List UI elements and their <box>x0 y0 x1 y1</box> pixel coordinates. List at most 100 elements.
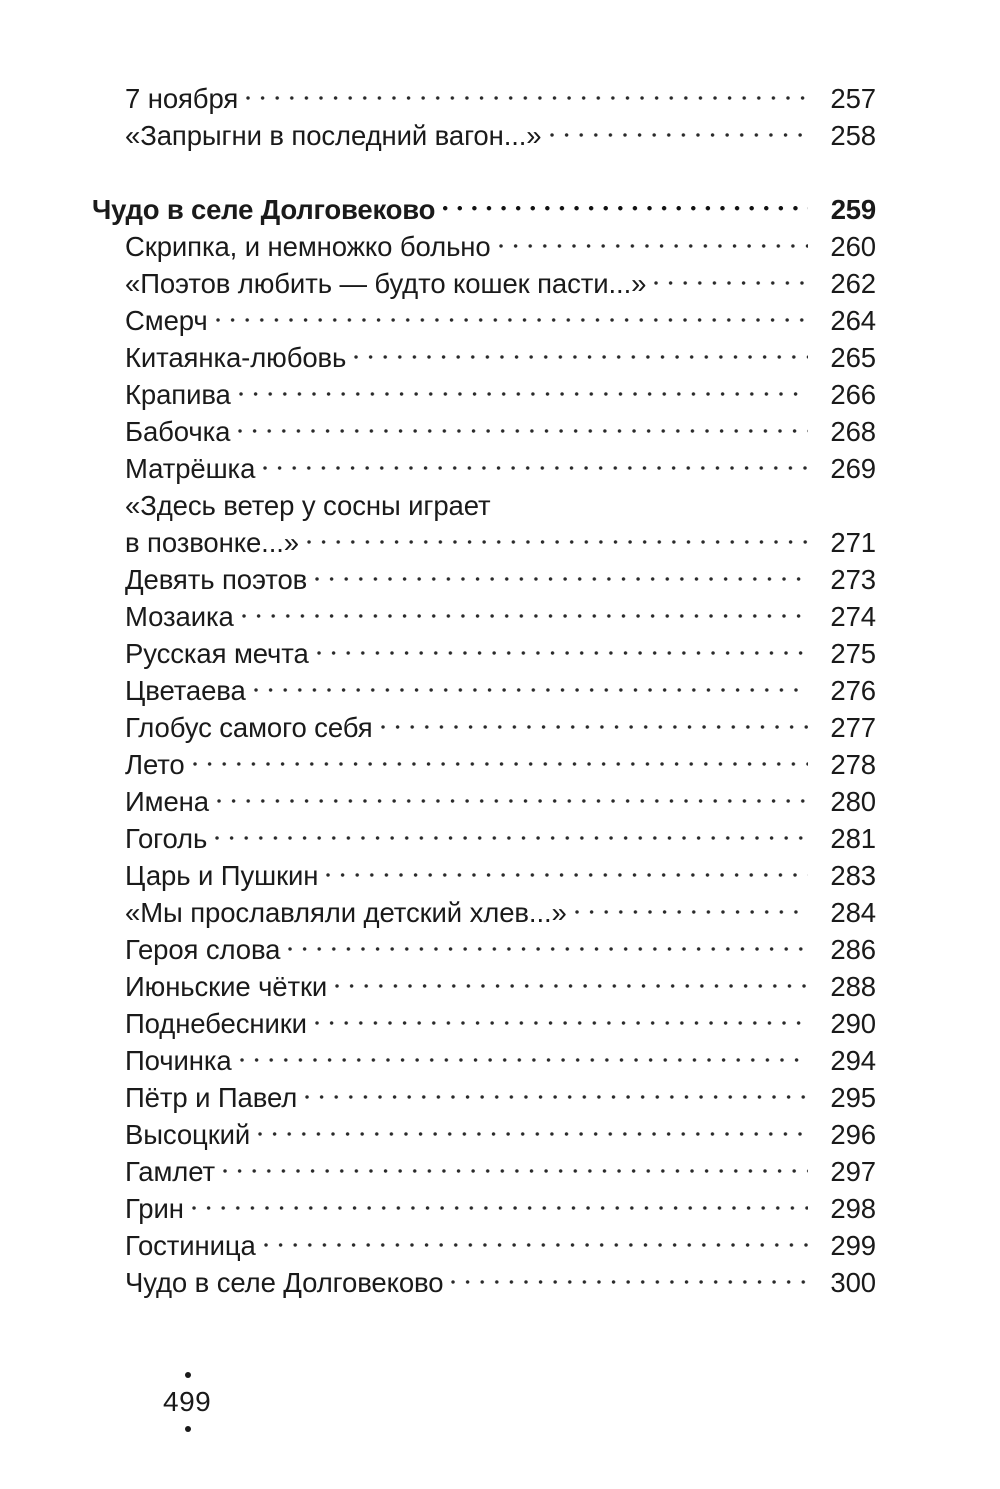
toc-entry-page-number: 300 <box>830 1267 876 1298</box>
toc-entry[interactable]: Высоцкий 296 <box>92 1116 876 1153</box>
dot-leader <box>253 673 808 701</box>
toc-entry-title: Китаянка-любовь <box>125 342 347 373</box>
toc-entry-page-number: 278 <box>830 749 876 780</box>
toc-entry[interactable]: Царь и Пушкин 283 <box>92 857 876 894</box>
dot-leader <box>380 710 808 738</box>
table-of-contents: 7 ноября 257 «Запрыгни в последний вагон..… <box>92 80 876 1301</box>
toc-entry[interactable]: Бабочка 268 <box>92 413 876 450</box>
toc-entry-page-number: 280 <box>830 786 876 817</box>
toc-entry[interactable]: Смерч 264 <box>92 302 876 339</box>
folio-page-number: 499 <box>163 1386 212 1417</box>
folio-ornament-dot-top <box>185 1372 191 1378</box>
toc-entry-title: Мозаика <box>125 601 234 632</box>
toc-entry[interactable]: Девять поэтов 273 <box>92 561 876 598</box>
toc-entry-title: Грин <box>125 1193 184 1224</box>
toc-entry-page-number: 275 <box>830 638 876 669</box>
toc-entry[interactable]: Матрёшка 269 <box>92 450 876 487</box>
toc-entry[interactable]: Июньские чётки 288 <box>92 968 876 1005</box>
toc-entry-title: «Запрыгни в последний вагон...» <box>125 120 542 151</box>
toc-section-heading[interactable]: Чудо в селе Долговеково 259 <box>92 191 876 228</box>
dot-leader <box>443 192 808 220</box>
toc-entry-page-number: 262 <box>830 268 876 299</box>
dot-leader <box>451 1265 808 1293</box>
toc-entry-page-number: 283 <box>830 860 876 891</box>
toc-entry[interactable]: Китаянка-любовь 265 <box>92 339 876 376</box>
dot-leader <box>241 599 808 627</box>
toc-entry-title: Июньские чётки <box>125 971 328 1002</box>
toc-entry-title: «Здесь ветер у сосны играет <box>125 490 491 521</box>
toc-entry-title: Пётр и Павел <box>125 1082 298 1113</box>
dot-leader <box>238 377 808 405</box>
toc-entry-page-number: 290 <box>830 1008 876 1039</box>
toc-entry-title: Матрёшка <box>125 453 256 484</box>
toc-entry[interactable]: «Мы прославляли детский хлев...» 284 <box>92 894 876 931</box>
toc-entry-title: Русская мечта <box>125 638 309 669</box>
toc-entry-title: Высоцкий <box>125 1119 251 1150</box>
toc-entry[interactable]: Грин 298 <box>92 1190 876 1227</box>
toc-entry-page-number: 265 <box>830 342 876 373</box>
toc-entry-page-number: 264 <box>830 305 876 336</box>
toc-entry-page-number: 284 <box>830 897 876 928</box>
toc-entry[interactable]: Цветаева 276 <box>92 672 876 709</box>
toc-entry[interactable]: Гоголь 281 <box>92 820 876 857</box>
toc-section-title: Чудо в селе Долговеково <box>92 194 436 225</box>
dot-leader <box>654 266 808 294</box>
dot-leader <box>306 525 808 553</box>
toc-entry[interactable]: Пётр и Павел 295 <box>92 1079 876 1116</box>
toc-entry[interactable]: Глобус самого себя 277 <box>92 709 876 746</box>
toc-entry-title: Гостиница <box>125 1230 256 1261</box>
toc-entry[interactable]: «Поэтов любить — будто кошек пасти...» 26… <box>92 265 876 302</box>
toc-entry-page-number: 273 <box>830 564 876 595</box>
dot-leader <box>215 821 808 849</box>
dot-leader <box>215 303 808 331</box>
toc-entry-title: Царь и Пушкин <box>125 860 319 891</box>
toc-entry[interactable]: Лето 278 <box>92 746 876 783</box>
toc-entry-page-number: 296 <box>830 1119 876 1150</box>
toc-entry[interactable]: Чудо в селе Долговеково 300 <box>92 1264 876 1301</box>
toc-entry-title: 7 ноября <box>125 83 239 114</box>
toc-entry-line-first[interactable]: «Здесь ветер у сосны играет <box>92 487 876 524</box>
toc-entry[interactable]: Мозаика 274 <box>92 598 876 635</box>
toc-entry-title: Починка <box>125 1045 232 1076</box>
toc-entry[interactable]: в позвонке...» 271 <box>92 524 876 561</box>
toc-entry[interactable]: Гостиница 299 <box>92 1227 876 1264</box>
toc-entry-page-number: 286 <box>830 934 876 965</box>
toc-entry-title: Гоголь <box>125 823 208 854</box>
dot-leader <box>305 1080 808 1108</box>
dot-leader <box>315 562 808 590</box>
toc-entry[interactable]: Поднебесники 290 <box>92 1005 876 1042</box>
dot-leader <box>314 1006 808 1034</box>
toc-entry[interactable]: Героя слова 286 <box>92 931 876 968</box>
toc-entry-title: «Мы прославляли детский хлев...» <box>125 897 567 928</box>
toc-entry-page-number: 297 <box>830 1156 876 1187</box>
toc-entry[interactable]: 7 ноября 257 <box>92 80 876 117</box>
toc-entry-page-number: 288 <box>830 971 876 1002</box>
dot-leader <box>549 118 808 146</box>
toc-entry[interactable]: Гамлет 297 <box>92 1153 876 1190</box>
toc-section-page-number: 259 <box>830 194 876 225</box>
toc-entry[interactable]: «Запрыгни в последний вагон...» 258 <box>92 117 876 154</box>
dot-leader <box>263 1228 808 1256</box>
toc-entry-title: Крапива <box>125 379 231 410</box>
dot-leader <box>354 340 808 368</box>
toc-entry[interactable]: Русская мечта 275 <box>92 635 876 672</box>
toc-entry-title: Глобус самого себя <box>125 712 373 743</box>
toc-entry[interactable]: Имена 280 <box>92 783 876 820</box>
toc-entry[interactable]: Крапива 266 <box>92 376 876 413</box>
dot-leader <box>192 747 808 775</box>
dot-leader <box>258 1117 808 1145</box>
toc-entry-title: Девять поэтов <box>125 564 308 595</box>
toc-entry-title: Цветаева <box>125 675 246 706</box>
toc-entry-page-number: 271 <box>830 527 876 558</box>
toc-entry-page-number: 294 <box>830 1045 876 1076</box>
toc-entry-page-number: 268 <box>830 416 876 447</box>
toc-entry-title: «Поэтов любить — будто кошек пасти...» <box>125 268 647 299</box>
dot-leader <box>574 895 808 923</box>
toc-entry[interactable]: Починка 294 <box>92 1042 876 1079</box>
toc-entry-page-number: 295 <box>830 1082 876 1113</box>
toc-entry[interactable]: Скрипка, и немножко больно 260 <box>92 228 876 265</box>
toc-entry-page-number: 298 <box>830 1193 876 1224</box>
dot-leader <box>216 784 808 812</box>
page-folio: 499 <box>163 1372 283 1432</box>
